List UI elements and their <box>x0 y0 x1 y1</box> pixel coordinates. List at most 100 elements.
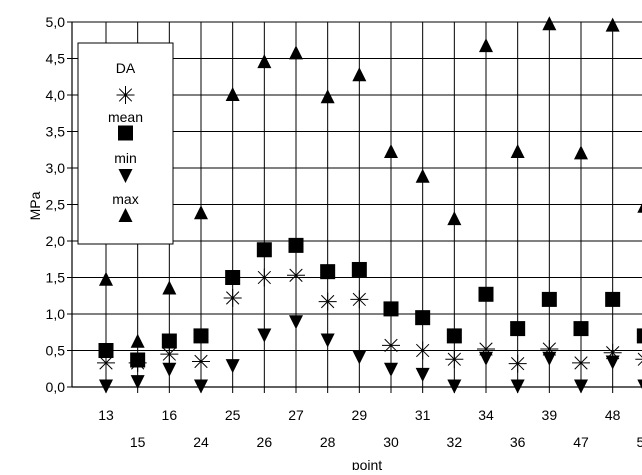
legend-label-DA: DA <box>116 60 136 76</box>
x-tick-label: 30 <box>383 434 399 450</box>
data-point-mean <box>573 321 589 337</box>
data-point-max <box>510 143 525 158</box>
data-point-min <box>415 367 430 382</box>
x-tick-label: 34 <box>478 407 494 423</box>
data-point-mean <box>161 333 177 349</box>
x-tick-label: 15 <box>130 434 146 450</box>
data-point-max <box>162 280 177 295</box>
data-point-DA <box>413 341 432 360</box>
data-point-mean <box>320 264 336 280</box>
data-point-DA <box>223 288 242 307</box>
data-point-mean <box>193 328 209 344</box>
y-tick-label: 1,0 <box>46 306 66 322</box>
data-point-DA <box>350 290 369 309</box>
x-axis-label: point <box>352 457 382 470</box>
legend-marker-mean <box>118 125 133 141</box>
data-point-max <box>415 168 430 183</box>
data-point-min <box>162 362 177 377</box>
y-tick-label: 0,5 <box>46 343 66 359</box>
data-point-min <box>510 379 525 394</box>
data-point-DA <box>572 353 590 372</box>
data-point-min <box>542 351 557 366</box>
data-point-min <box>130 375 145 390</box>
x-tick-label: 29 <box>352 407 368 423</box>
data-point-DA <box>445 350 464 369</box>
x-tick-label: 16 <box>162 407 178 423</box>
legend-label-min: min <box>114 150 137 166</box>
data-point-max <box>384 143 398 158</box>
x-tick-label: 28 <box>320 434 336 450</box>
x-tick-label: 32 <box>447 434 463 450</box>
data-point-min <box>447 379 462 394</box>
data-point-max <box>605 17 620 32</box>
y-tick-label: 5,0 <box>46 14 66 30</box>
data-point-DA <box>192 352 210 371</box>
data-point-mean <box>225 270 241 285</box>
y-tick-label: 0,0 <box>46 379 66 395</box>
data-point-min <box>574 379 588 394</box>
marks-layer <box>97 16 642 394</box>
y-tick-label: 2,5 <box>46 197 66 213</box>
legend: DA mean min max <box>77 42 174 245</box>
data-point-max <box>542 16 557 31</box>
x-tick-label: 36 <box>510 434 526 450</box>
data-point-mean <box>256 242 272 258</box>
data-point-max <box>320 89 335 104</box>
data-point-min <box>99 379 113 394</box>
data-point-mean <box>541 291 557 307</box>
data-point-min <box>352 350 367 365</box>
data-point-mean <box>351 261 367 277</box>
data-point-mean <box>636 328 642 344</box>
y-tick-label: 3,0 <box>46 160 66 176</box>
data-point-DA <box>508 354 527 373</box>
data-point-max <box>194 205 208 220</box>
x-tick-label: 39 <box>542 407 558 423</box>
data-point-max <box>447 211 462 226</box>
legend-marker-min <box>118 169 133 183</box>
x-tick-label: 47 <box>573 434 589 450</box>
data-point-DA <box>382 336 400 355</box>
y-tick-label: 3,5 <box>46 124 66 140</box>
x-tick-label: 53 <box>637 434 642 450</box>
data-point-mean <box>510 321 526 337</box>
data-point-min <box>194 379 208 394</box>
data-point-DA <box>635 352 642 366</box>
data-point-DA <box>318 292 337 311</box>
data-point-max <box>637 203 642 213</box>
data-point-mean <box>605 291 621 307</box>
data-point-min <box>257 328 272 343</box>
data-point-mean <box>288 237 304 253</box>
data-point-max <box>479 38 493 53</box>
data-point-mean <box>98 343 114 358</box>
y-tick-label: 4,5 <box>46 51 66 67</box>
data-point-mean <box>446 328 462 344</box>
data-point-mean <box>130 352 146 368</box>
data-point-min <box>384 362 398 377</box>
legend-marker-DA <box>116 86 135 104</box>
data-point-min <box>225 359 240 374</box>
y-tick-label: 4,0 <box>46 87 66 103</box>
x-tick-label: 31 <box>415 407 431 423</box>
data-point-max <box>130 333 145 348</box>
x-tick-label: 48 <box>605 407 621 423</box>
data-point-mean <box>415 310 431 326</box>
y-tick-label: 1,5 <box>46 270 66 286</box>
data-point-max <box>257 54 272 69</box>
data-point-max <box>99 271 113 286</box>
x-tick-label: 27 <box>288 407 304 423</box>
legend-label-max: max <box>112 191 138 207</box>
data-point-mean <box>478 286 494 302</box>
x-tick-label: 26 <box>257 434 273 450</box>
legend-marker-max <box>118 208 133 222</box>
data-point-max <box>352 67 367 82</box>
data-point-DA <box>287 266 305 285</box>
legend-label-mean: mean <box>108 109 143 125</box>
data-point-min <box>289 315 303 330</box>
y-axis-label: MPa <box>27 191 43 220</box>
data-point-min <box>637 379 642 389</box>
data-point-min <box>479 351 493 366</box>
axis-layer: 0,0 0,5 1,0 1,5 2,0 2,5 3,0 3,5 4,0 4,5 5,0 13 15 16 2… <box>46 14 642 450</box>
data-point-max <box>225 87 240 101</box>
